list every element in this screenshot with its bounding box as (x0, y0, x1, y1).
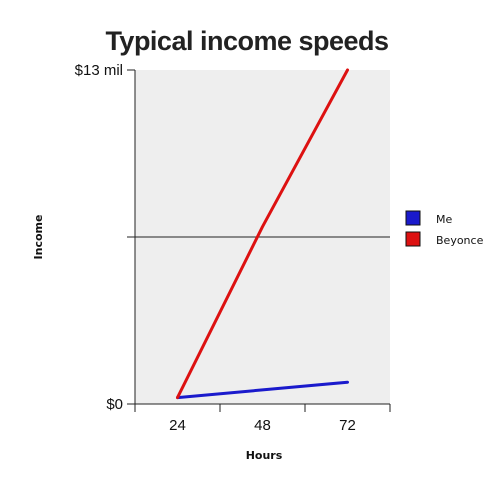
tick-labels: $0 $13 mil 24 48 72 (75, 62, 356, 434)
series-lines (176, 68, 349, 400)
legend-label: Beyonce (436, 234, 484, 247)
y-axis-label: Income (32, 215, 45, 260)
x-tick-label: 72 (339, 417, 356, 434)
series-line-beyonce (176, 68, 349, 400)
legend: Me Beyonce (405, 210, 484, 247)
axes (127, 69, 391, 412)
series-line-me (176, 380, 349, 400)
legend-swatch (405, 210, 421, 226)
x-axis-label: Hours (246, 449, 283, 462)
legend-label: Me (436, 213, 452, 226)
chart-title: Typical income speeds (105, 26, 388, 56)
y-tick-label: $0 (106, 396, 123, 413)
x-tick-label: 24 (169, 417, 186, 434)
x-tick-label: 48 (254, 417, 271, 434)
legend-swatch (405, 231, 421, 247)
y-tick-label: $13 mil (75, 62, 123, 79)
